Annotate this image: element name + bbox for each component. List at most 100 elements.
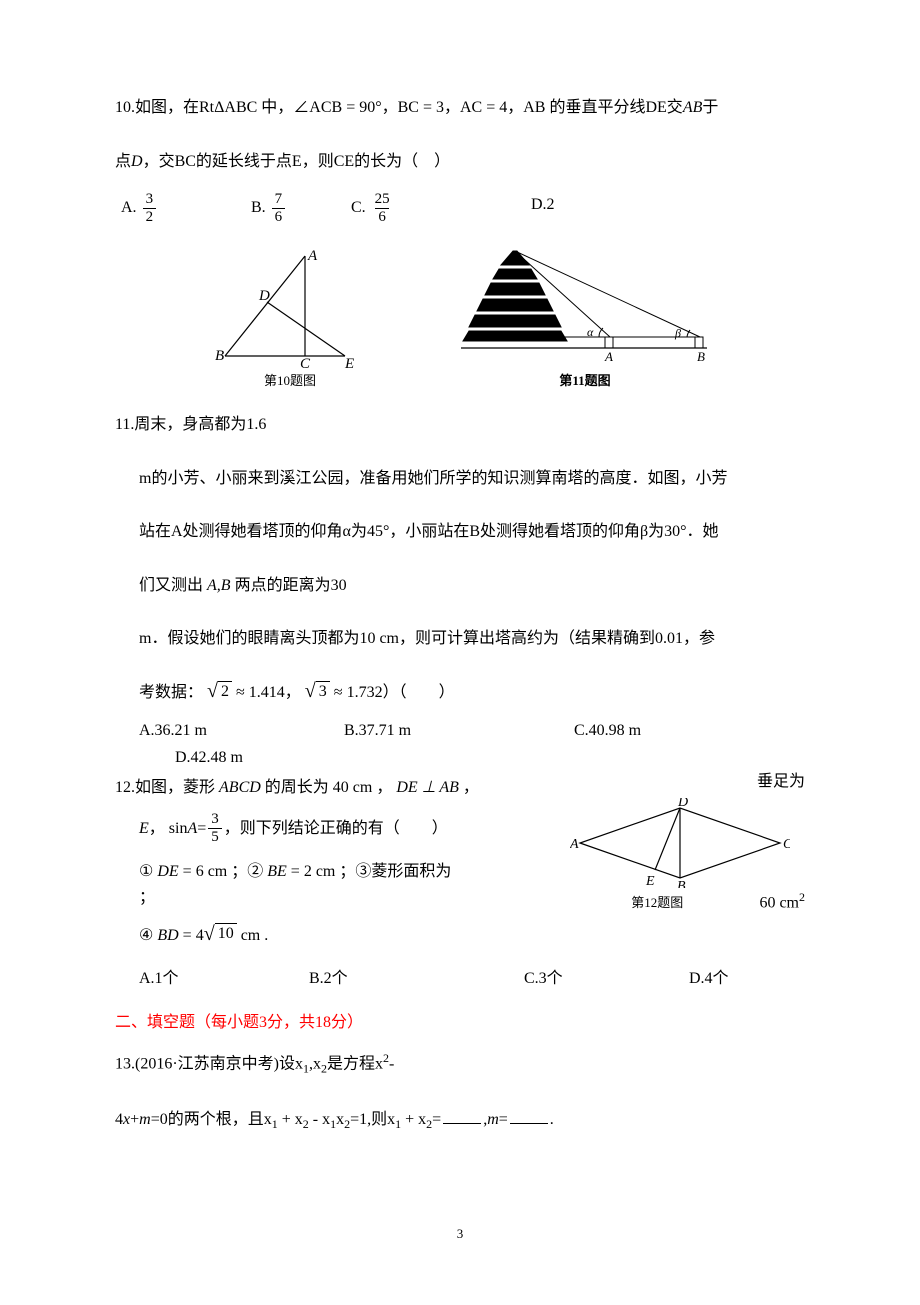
q13-x2: x — [313, 1056, 321, 1073]
figure-11: α β A B 第11题图 — [455, 243, 715, 392]
q11-line2: m的小芳、小丽来到溪江公园，准备用她们所学的知识测算南塔的高度．如图，小芳 — [139, 466, 805, 492]
q11-t6b: ≈ 1.414， — [236, 684, 301, 701]
q10-B-frac: 7 6 — [272, 192, 286, 225]
q10-line1: 10.如图，在RtΔABC 中，∠ACB = 90°，BC = 3，AC = 4… — [115, 95, 805, 121]
q10-C-den: 6 — [375, 208, 389, 225]
q11-line6: 考数据： √2 ≈ 1.414， √3 ≈ 1.732）（ ） — [139, 680, 805, 706]
q12-choice-C: C.3个 — [524, 966, 689, 992]
q10-A-num: 3 — [143, 192, 157, 208]
q13-x1: x — [295, 1056, 303, 1073]
sqrt10: √10 — [204, 923, 237, 943]
q12-wrap: 12.如图，菱形 ABCD 的周长为 40 cm ， DE ⊥ AB ， E ，… — [115, 775, 805, 956]
q10-A-frac: 3 2 — [143, 192, 157, 225]
q12-fn: 3 — [208, 812, 222, 828]
q12-choice-B: B.2个 — [309, 966, 524, 992]
q12-line1: 12.如图，菱形 ABCD 的周长为 40 cm ， DE ⊥ AB ， — [115, 775, 555, 801]
q12-t1a: 12.如图，菱形 — [115, 779, 219, 796]
q11-line5: m．假设她们的眼睛离头顶都为10 cm，则可计算出塔高约为（结果精确到0.01，… — [139, 626, 805, 652]
q12-stmt4: ④ BD = 4√10 cm . — [139, 923, 555, 949]
q13-blank2[interactable] — [510, 1108, 548, 1124]
q12-A: A — [187, 816, 197, 842]
q12-choice-A: A.1个 — [139, 966, 309, 992]
q13-t1c: - — [389, 1056, 394, 1073]
q10-A-den: 2 — [143, 208, 157, 225]
section-2-header: 二、填空题（每小题3分，共18分） — [115, 1010, 805, 1036]
q10-choice-A: A. 3 2 — [121, 192, 251, 225]
q13-t2b: + — [130, 1111, 139, 1128]
q11-choice-C: C.40.98 m — [574, 718, 641, 744]
q11-t6a: 考数据： — [139, 684, 203, 701]
q10-text2b: ，交BC的延长线于点E，则CE的长为（ ） — [143, 153, 451, 170]
q13-mit: m — [139, 1111, 151, 1128]
figure-11-svg: α β A B — [455, 243, 715, 368]
q13-mit2: m — [487, 1111, 499, 1128]
sqrt10-body: 10 — [215, 923, 237, 943]
sqrt3: √3 — [305, 681, 330, 701]
q13-line2: 4x+m=0的两个根，且x1 + x2 - x1x2=1,则x1 + x2=,m… — [115, 1107, 805, 1134]
fig11-beta: β — [674, 326, 681, 340]
q13-t1a: 13.(2016·江苏南京中考)设 — [115, 1056, 295, 1073]
fig11-A: A — [604, 349, 613, 364]
question-12: 12.如图，菱形 ABCD 的周长为 40 cm ， DE ⊥ AB ， E ，… — [115, 775, 805, 992]
q10-yu: 于 — [702, 99, 718, 116]
q10-C-num: 25 — [372, 192, 393, 208]
q13-x1c: x — [322, 1111, 330, 1128]
q12-s4a: ④ — [139, 927, 157, 944]
question-11: 11.周末，身高都为1.6 m的小芳、小丽来到溪江公园，准备用她们所学的知识测算… — [115, 412, 805, 771]
q12-fd: 5 — [208, 828, 222, 845]
q12-line2: E ， sin A = 3 5 ，则下列结论正确的有（ ） — [139, 812, 555, 845]
q11-AB: A,B — [207, 577, 231, 594]
fig10-label-E: E — [344, 356, 354, 368]
q12-s1b: = 6 cm ；② — [179, 863, 268, 880]
figure-10-caption: 第10题图 — [264, 371, 316, 392]
q13-t2a: 4 — [115, 1111, 123, 1128]
q11-t6c: ≈ 1.732）（ ） — [334, 684, 455, 701]
q11-choice-B: B.37.71 m — [344, 718, 574, 744]
q13-x2c: x — [336, 1111, 344, 1128]
q13-t2d: + — [278, 1111, 295, 1128]
q12-t2a: ， sin — [149, 816, 188, 842]
fig10-label-B: B — [215, 348, 224, 364]
q11-choices-row1: A.36.21 m B.37.71 m C.40.98 m — [139, 718, 805, 744]
q12-60cm: 60 cm — [759, 895, 799, 912]
q12-s1a: ① — [139, 863, 157, 880]
q13-line1: 13.(2016·江苏南京中考)设x1,x2是方程x2- — [115, 1049, 805, 1079]
q10-AB-italic: AB — [683, 99, 703, 116]
q10-D-label: D.2 — [531, 196, 555, 213]
q11-choices-row2: D.42.48 m — [175, 745, 805, 771]
sqrt2-body: 2 — [218, 681, 232, 701]
q12-E: E — [139, 816, 149, 842]
q12-stmt123: ① DE = 6 cm ；② BE = 2 cm ；③菱形面积为 — [139, 859, 555, 885]
q10-B-den: 6 — [272, 208, 286, 225]
q11-line3: 站在A处测得她看塔顶的仰角α为45°，小丽站在B处测得她看塔顶的仰角β为30°．… — [139, 519, 805, 545]
fig10-label-D: D — [258, 288, 270, 304]
q10-B-num: 7 — [272, 192, 286, 208]
q13-t2h: = — [432, 1111, 441, 1128]
q12-choice-D: D.4个 — [689, 966, 729, 992]
q12-t2b: = — [197, 816, 206, 842]
fig10-label-C: C — [300, 356, 311, 368]
fig12-C: C — [783, 837, 790, 852]
q12-DE: DE — [157, 863, 178, 880]
figure-12-caption: 第12题图 — [555, 893, 759, 914]
q11-line4: 们又测出 A,B 两点的距离为30 — [139, 573, 805, 599]
figure-10-svg: A B C D E — [215, 248, 365, 368]
page-number: 3 — [115, 1224, 805, 1245]
sqrt2: √2 — [207, 681, 232, 701]
q10-A-label: A. — [121, 199, 137, 216]
question-13: 13.(2016·江苏南京中考)设x1,x2是方程x2- 4x+m=0的两个根，… — [115, 1049, 805, 1134]
q12-t1c: ， — [459, 779, 479, 796]
q13-blank1[interactable] — [443, 1108, 481, 1124]
fig10-label-A: A — [307, 248, 318, 264]
q10-C-label: C. — [351, 199, 366, 216]
question-10: 10.如图，在RtΔABC 中，∠ACB = 90°，BC = 3，AC = 4… — [115, 95, 805, 392]
fig11-B: B — [697, 349, 705, 364]
q11-t4b: 两点的距离为30 — [231, 577, 347, 594]
q12-frac: 3 5 — [208, 812, 222, 845]
q12-BD: BD — [157, 927, 178, 944]
q13-t2k: . — [550, 1111, 554, 1128]
fig11-alpha: α — [587, 325, 594, 339]
q12-BE: BE — [267, 863, 287, 880]
q13-t2j: = — [499, 1111, 508, 1128]
q13-xp: x — [375, 1056, 383, 1073]
